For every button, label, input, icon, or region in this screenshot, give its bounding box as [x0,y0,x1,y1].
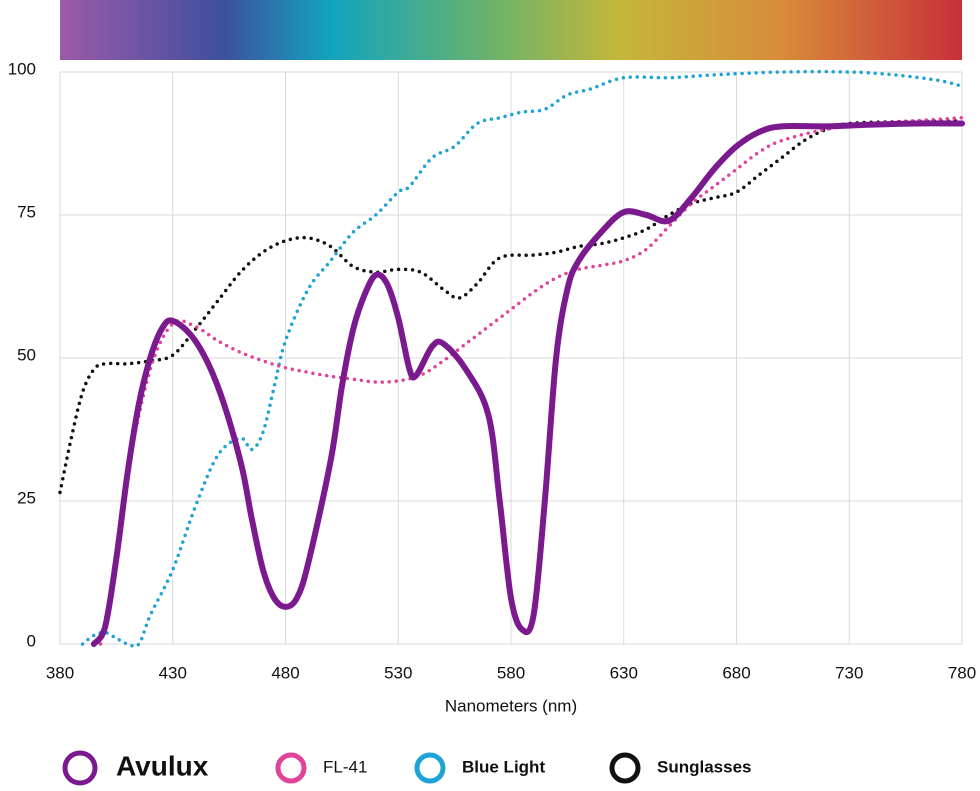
legend-label: Blue Light [462,757,545,776]
x-tick-label: 380 [46,663,74,682]
x-tick-label: 730 [835,663,863,682]
y-tick-label: 25 [17,488,36,507]
x-tick-label: 430 [159,663,187,682]
legend-swatch [62,750,98,786]
y-tick-label: 75 [17,202,36,221]
x-tick-label: 680 [722,663,750,682]
x-tick-label: 530 [384,663,412,682]
legend-swatch [414,752,446,784]
line-series [80,69,964,649]
x-tick-label: 480 [271,663,299,682]
legend-label: FL-41 [323,757,367,776]
legend-swatch [275,752,307,784]
y-tick-label: 50 [17,345,36,364]
legend-label: Avulux [116,750,209,781]
line-series [98,116,964,646]
spectrum-bar [60,0,962,60]
x-axis-label: Nanometers (nm) [445,696,577,715]
y-tick-label: 100 [8,59,36,78]
legend-label: Sunglasses [657,757,752,776]
line-series [58,118,964,495]
legend-swatch [609,752,641,784]
line-series [90,120,965,647]
x-tick-label: 780 [948,663,976,682]
y-tick-label: 0 [27,631,36,650]
x-tick-label: 580 [497,663,525,682]
x-tick-label: 630 [610,663,638,682]
